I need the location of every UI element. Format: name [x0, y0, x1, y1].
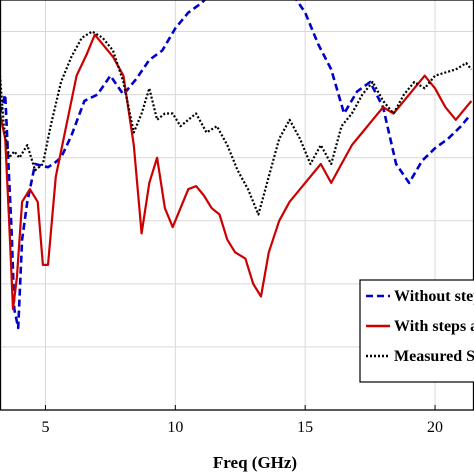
x-tick-label-0: 5 — [41, 419, 49, 436]
legend-label-2: With steps and — [394, 318, 474, 335]
x-tick-label-1: 10 — [167, 419, 183, 436]
legend: Without steps With steps and Measured S1 — [359, 279, 474, 383]
x-tick-label-3: 20 — [427, 419, 443, 436]
series-line-3 — [0, 30, 473, 216]
grid-lines — [0, 0, 474, 410]
series-group — [0, 0, 473, 330]
legend-box — [359, 279, 474, 383]
x-axis-title: Freq (GHz) — [213, 453, 297, 472]
series-line-2 — [0, 33, 473, 311]
legend-label-3: Measured S1 — [394, 348, 474, 365]
legend-label-1: Without steps — [394, 288, 474, 305]
x-axis-ticks: 5 10 15 20 — [41, 405, 443, 436]
x-tick-label-2: 15 — [297, 419, 313, 436]
